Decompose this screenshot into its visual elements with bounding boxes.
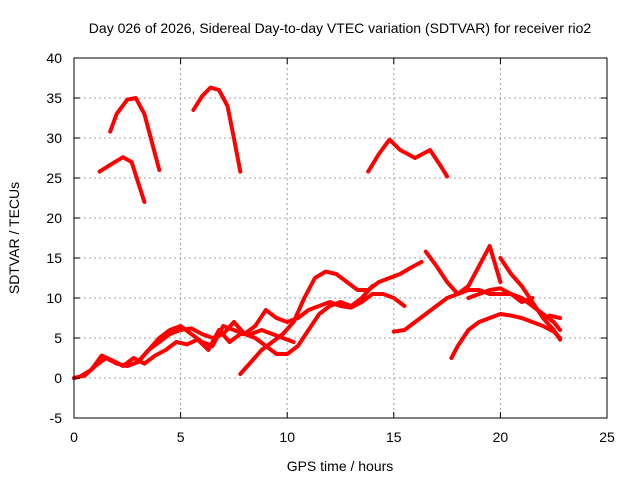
series-arc-c — [191, 85, 243, 174]
grid-layer — [74, 58, 607, 418]
series-layer — [72, 85, 563, 380]
y-tick-label: 25 — [46, 170, 62, 186]
series-low-6 — [423, 244, 503, 296]
y-tick-label: 10 — [46, 290, 62, 306]
y-tick-label: 15 — [46, 250, 62, 266]
tick-layer: -5 0 5 10 15 20 25 30 35 40 0 5 10 15 20 25 — [46, 50, 615, 445]
x-tick-label: 15 — [386, 429, 402, 445]
y-tick-label: 0 — [54, 370, 62, 386]
y-tick-label: 35 — [46, 90, 62, 106]
y-tick-label: 40 — [46, 50, 62, 66]
series-low-7 — [449, 312, 563, 360]
y-tick-label: 30 — [46, 130, 62, 146]
x-tick-label: 5 — [177, 429, 185, 445]
series-low-9 — [466, 286, 535, 304]
chart-title: Day 026 of 2026, Sidereal Day-to-day VTE… — [89, 20, 592, 36]
series-low-4 — [238, 260, 424, 376]
x-tick-label: 0 — [70, 429, 78, 445]
x-tick-label: 10 — [279, 429, 295, 445]
y-axis-label: SDTVAR / TECUs — [6, 182, 22, 294]
series-low-10 — [547, 313, 563, 320]
series-low-8 — [498, 256, 563, 342]
y-tick-label: -5 — [50, 410, 63, 426]
x-tick-label: 20 — [493, 429, 509, 445]
series-low-2 — [78, 328, 296, 379]
y-tick-label: 5 — [54, 330, 62, 346]
series-arc-b — [108, 96, 162, 172]
series-arc-d — [366, 137, 450, 179]
series-arc-a — [97, 155, 147, 204]
x-axis-label: GPS time / hours — [287, 458, 394, 474]
y-tick-label: 20 — [46, 210, 62, 226]
series-low-3 — [136, 284, 375, 364]
plot-frame — [73, 57, 608, 419]
x-tick-label: 25 — [599, 429, 615, 445]
